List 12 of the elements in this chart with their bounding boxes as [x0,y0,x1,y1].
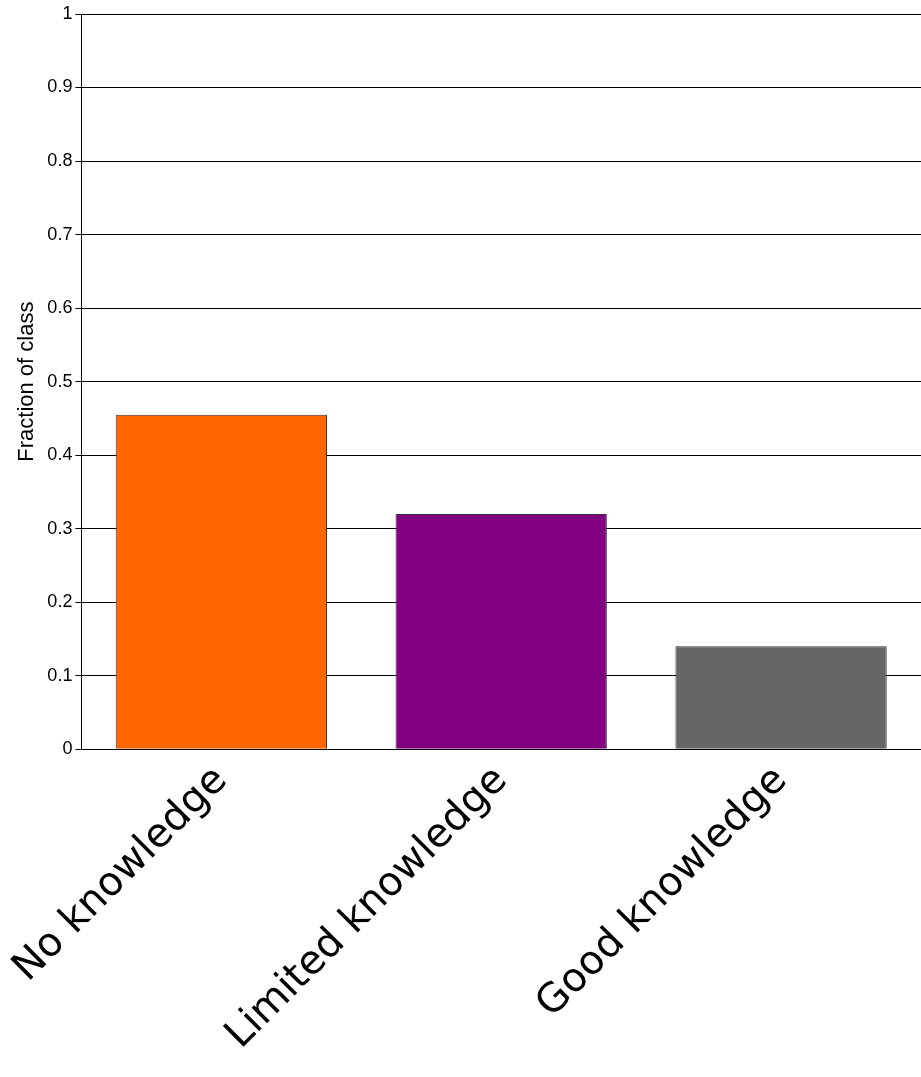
y-tick-label: 0.5 [47,370,73,391]
y-tick-label: 0.2 [47,591,73,612]
y-tick-label: 0.7 [47,223,73,244]
y-tick-label: 0.9 [47,76,73,97]
y-tick-label: 0.4 [47,444,73,465]
y-tick-label: 0.8 [47,150,73,171]
y-tick-label: 1 [62,2,73,23]
y-tick-label: 0.6 [47,297,73,318]
y-tick-label: 0 [62,738,73,759]
y-axis-title: Fraction of class [13,301,39,462]
y-tick-label: 0.3 [47,517,73,538]
y-tick-label: 0.1 [47,664,73,685]
